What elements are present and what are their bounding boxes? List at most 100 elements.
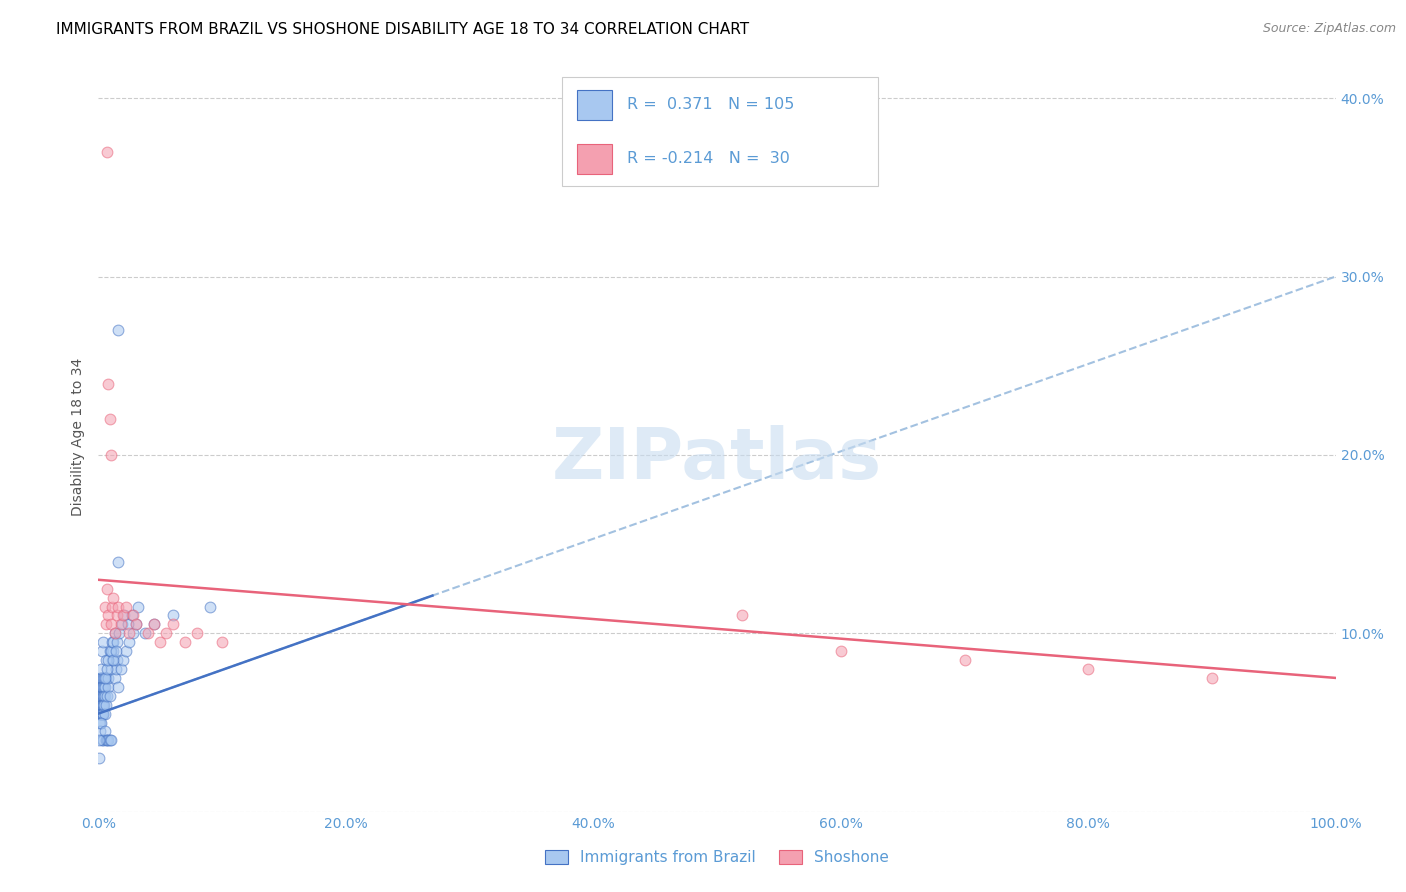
Point [90, 698, 112, 712]
Point [93, 706, 115, 721]
Point [96, 671, 118, 685]
Point [98, 644, 121, 658]
Point [121, 608, 143, 623]
Y-axis label: Disability Age 18 to 34: Disability Age 18 to 34 [72, 358, 86, 516]
Point [124, 617, 146, 632]
Point [89, 698, 111, 712]
Point [118, 626, 141, 640]
Point [90, 706, 112, 721]
Point [91, 680, 114, 694]
Point [90, 698, 112, 712]
Point [89, 671, 111, 685]
Point [198, 599, 221, 614]
Point [103, 671, 125, 685]
Point [93, 599, 115, 614]
Point [162, 617, 184, 632]
Point [101, 599, 124, 614]
Point [87, 698, 110, 712]
Point [114, 644, 136, 658]
Point [107, 555, 129, 569]
Point [118, 635, 141, 649]
Point [143, 617, 166, 632]
Point [107, 323, 129, 337]
Point [1077, 662, 1099, 676]
Point [97, 671, 120, 685]
Point [87, 733, 110, 747]
Point [100, 662, 122, 676]
Point [136, 626, 159, 640]
Point [91, 698, 114, 712]
Point [122, 608, 145, 623]
Point [127, 599, 149, 614]
Point [107, 680, 129, 694]
Point [90, 680, 112, 694]
Point [89, 698, 111, 712]
Point [98, 689, 121, 703]
Point [90, 680, 112, 694]
Point [103, 644, 125, 658]
Point [91, 689, 114, 703]
Point [93, 706, 115, 721]
Point [93, 671, 115, 685]
Point [101, 635, 124, 649]
Point [89, 680, 111, 694]
Point [124, 617, 146, 632]
Point [953, 653, 976, 667]
Text: ZIPatlas: ZIPatlas [553, 425, 882, 494]
Point [155, 626, 177, 640]
Point [98, 733, 121, 747]
Point [114, 599, 136, 614]
Point [96, 733, 118, 747]
Point [110, 617, 132, 632]
Point [103, 626, 125, 640]
Point [87, 689, 110, 703]
Point [94, 689, 117, 703]
Point [112, 653, 135, 667]
Text: IMMIGRANTS FROM BRAZIL VS SHOSHONE DISABILITY AGE 18 TO 34 CORRELATION CHART: IMMIGRANTS FROM BRAZIL VS SHOSHONE DISAB… [56, 22, 749, 37]
Point [98, 412, 121, 426]
Point [112, 608, 135, 623]
Point [143, 617, 166, 632]
Point [89, 715, 111, 730]
Point [91, 644, 114, 658]
Point [93, 724, 115, 739]
Legend: Immigrants from Brazil, Shoshone: Immigrants from Brazil, Shoshone [538, 844, 896, 871]
Point [96, 662, 118, 676]
Point [96, 582, 118, 596]
Point [89, 689, 111, 703]
Point [731, 608, 754, 623]
Point [91, 671, 114, 685]
Point [110, 662, 132, 676]
Point [94, 733, 117, 747]
Point [112, 608, 135, 623]
Point [111, 617, 134, 632]
Point [94, 698, 117, 712]
Point [186, 626, 208, 640]
Point [105, 653, 128, 667]
Point [174, 635, 197, 649]
Point [87, 706, 110, 721]
Point [103, 591, 125, 605]
Point [117, 617, 139, 632]
Point [108, 626, 131, 640]
FancyBboxPatch shape [562, 78, 877, 186]
Bar [578, 90, 612, 120]
Point [90, 689, 112, 703]
Point [103, 653, 125, 667]
Point [91, 698, 114, 712]
Point [96, 689, 118, 703]
Point [97, 653, 120, 667]
Point [94, 617, 117, 632]
Point [90, 662, 112, 676]
Point [97, 680, 120, 694]
Point [89, 706, 111, 721]
Point [104, 662, 127, 676]
Point [91, 689, 114, 703]
Point [93, 671, 115, 685]
Point [100, 733, 122, 747]
Point [90, 671, 112, 685]
Point [100, 617, 122, 632]
Text: Source: ZipAtlas.com: Source: ZipAtlas.com [1263, 22, 1396, 36]
Point [89, 706, 111, 721]
Point [91, 706, 114, 721]
